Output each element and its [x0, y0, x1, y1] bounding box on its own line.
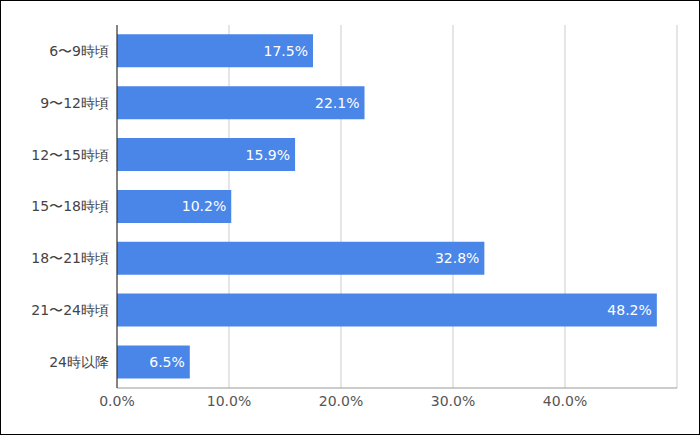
- svg-text:17.5%: 17.5%: [264, 43, 308, 59]
- svg-text:21〜24時頃: 21〜24時頃: [31, 302, 109, 318]
- svg-text:48.2%: 48.2%: [607, 302, 651, 318]
- svg-text:22.1%: 22.1%: [315, 95, 359, 111]
- svg-text:40.0%: 40.0%: [543, 393, 587, 409]
- svg-text:10.0%: 10.0%: [207, 393, 251, 409]
- svg-text:18〜21時頃: 18〜21時頃: [31, 250, 109, 266]
- svg-text:15.9%: 15.9%: [246, 147, 290, 163]
- svg-text:6〜9時頃: 6〜9時頃: [49, 43, 109, 59]
- svg-text:30.0%: 30.0%: [431, 393, 475, 409]
- svg-text:9〜12時頃: 9〜12時頃: [40, 95, 109, 111]
- svg-text:6.5%: 6.5%: [149, 354, 185, 370]
- svg-text:12〜15時頃: 12〜15時頃: [31, 147, 109, 163]
- svg-text:20.0%: 20.0%: [319, 393, 363, 409]
- svg-text:24時以降: 24時以降: [49, 354, 109, 370]
- svg-text:10.2%: 10.2%: [182, 198, 226, 214]
- svg-text:32.8%: 32.8%: [435, 250, 479, 266]
- svg-text:0.0%: 0.0%: [99, 393, 135, 409]
- svg-text:15〜18時頃: 15〜18時頃: [31, 198, 109, 214]
